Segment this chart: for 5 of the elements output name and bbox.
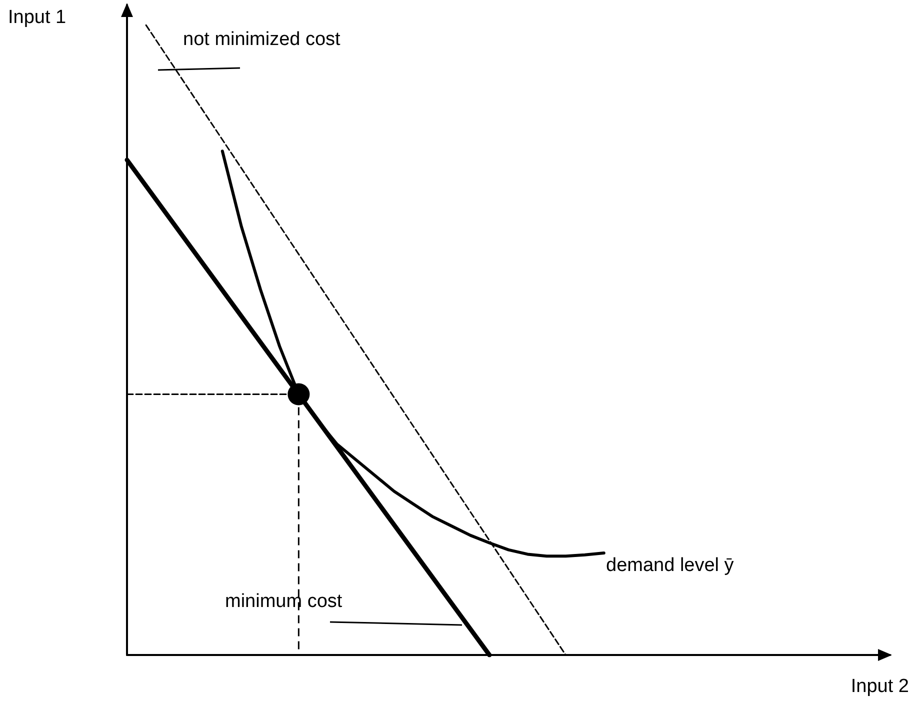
annotation: minimum cost [225,591,343,612]
annotation: not minimized cost [183,29,342,50]
x-axis-title: Input 2 [850,676,910,697]
y-axis-title: Input 1 [8,7,66,28]
annotation: demand level ȳ [606,555,734,576]
